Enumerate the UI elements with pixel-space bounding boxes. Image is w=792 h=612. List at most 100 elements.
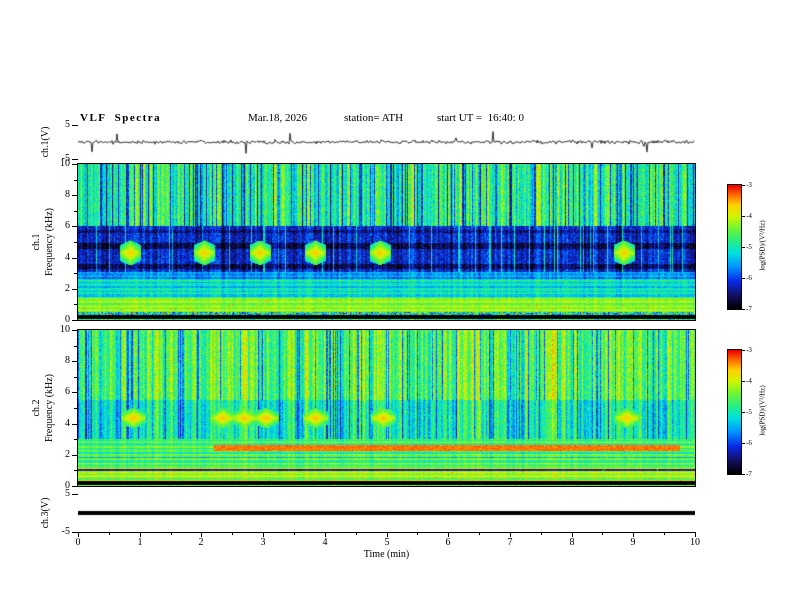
minor-y-tick xyxy=(74,470,78,471)
ch3-waveform-canvas xyxy=(78,494,695,532)
colorbar-tick-label: -7 xyxy=(746,305,752,313)
x-axis-tick xyxy=(572,532,573,537)
ch2-spec-y-tick-label: 0 xyxy=(65,480,70,491)
colorbar-tick-label: -6 xyxy=(746,274,752,282)
ch1-spec-y-tick-label: 10 xyxy=(60,158,70,169)
x-axis-minor-tick xyxy=(541,532,542,535)
x-axis-title: Time (min) xyxy=(363,549,410,560)
x-axis-tick xyxy=(695,532,696,537)
minor-y-tick xyxy=(74,180,78,181)
ch3-wave-y-tick-label: -5 xyxy=(61,526,70,537)
ch2-spec-y-tick xyxy=(72,361,78,362)
ch3-voltage-axis-label: ch.3(V) xyxy=(40,497,51,529)
x-axis-tick xyxy=(325,532,326,537)
ch1-spec-y-tick xyxy=(72,258,78,259)
colorbar-tick xyxy=(741,474,745,475)
colorbar-tick xyxy=(741,443,745,444)
x-axis-minor-tick xyxy=(356,532,357,535)
x-axis-tick-label: 10 xyxy=(690,537,700,548)
colorbar-tick-label: -5 xyxy=(746,408,752,416)
x-axis-tick-label: 8 xyxy=(569,537,575,548)
ch1-spec-y-tick-label: 4 xyxy=(65,252,70,263)
ch1-spec-y-tick xyxy=(72,164,78,165)
x-axis-tick-label: 2 xyxy=(198,537,204,548)
ch1-colorbar-canvas xyxy=(728,185,741,309)
x-axis-minor-tick xyxy=(109,532,110,535)
x-axis-tick xyxy=(633,532,634,537)
colorbar-tick xyxy=(741,247,745,248)
colorbar-tick-label: -5 xyxy=(746,243,752,251)
ch2-spec-y-tick xyxy=(72,330,78,331)
colorbar-tick xyxy=(741,381,745,382)
ch2-spec-y-tick xyxy=(72,455,78,456)
x-axis-tick xyxy=(140,532,141,537)
ch1-spec-y-tick-label: 0 xyxy=(65,314,70,325)
start-ut-label: start UT = 16:40: 0 xyxy=(437,112,524,124)
ch2-spec-y-tick xyxy=(72,486,78,487)
ch2-spectrogram-frame xyxy=(77,329,696,487)
colorbar-tick-label: -3 xyxy=(746,346,752,354)
ch2-spectrogram-canvas xyxy=(78,330,695,486)
ch1-colorbar-frame xyxy=(727,184,742,310)
plot-date: Mar.18, 2026 xyxy=(248,112,307,124)
ch1-spec-y-tick xyxy=(72,226,78,227)
ch3-wave-y-tick xyxy=(72,532,78,533)
x-axis-minor-tick xyxy=(294,532,295,535)
colorbar-tick xyxy=(741,185,745,186)
colorbar-tick-label: -7 xyxy=(746,470,752,478)
plot-title: VLF Spectra xyxy=(80,112,162,124)
ch2-colorbar-frame xyxy=(727,349,742,475)
colorbar-tick-label: -4 xyxy=(746,212,752,220)
ch1-spec-y-tick-label: 6 xyxy=(65,220,70,231)
ch1-spec-y-tick xyxy=(72,320,78,321)
x-axis-tick-label: 9 xyxy=(630,537,636,548)
x-axis-tick-label: 6 xyxy=(445,537,451,548)
x-axis-tick xyxy=(78,532,79,537)
x-axis-tick xyxy=(510,532,511,537)
colorbar-tick-label: -3 xyxy=(746,181,752,189)
ch1-spec-y-tick-label: 2 xyxy=(65,283,70,294)
ch1-spec-y-tick xyxy=(72,195,78,196)
ch2-spec-y-tick-label: 2 xyxy=(65,449,70,460)
ch1-wave-y-tick-label: 5 xyxy=(65,119,70,130)
ch2-spec-y-tick-label: 4 xyxy=(65,418,70,429)
x-axis-tick xyxy=(387,532,388,537)
colorbar-tick-label: -6 xyxy=(746,439,752,447)
ch3-wave-y-tick xyxy=(72,494,78,495)
x-axis-tick-label: 0 xyxy=(75,537,81,548)
ch1-waveform-canvas xyxy=(78,125,695,159)
ch1-spectrogram-frame xyxy=(77,163,696,321)
station-label: station= ATH xyxy=(344,112,404,124)
ch2-spec-y-tick-label: 8 xyxy=(65,355,70,366)
ch1-wave-y-tick xyxy=(72,159,78,160)
minor-y-tick xyxy=(74,346,78,347)
x-axis-tick xyxy=(448,532,449,537)
colorbar-tick-label: -4 xyxy=(746,377,752,385)
colorbar-tick xyxy=(741,412,745,413)
ch1-spectrogram-canvas xyxy=(78,164,695,320)
minor-y-tick xyxy=(74,304,78,305)
ch1-wave-y-tick xyxy=(72,125,78,126)
colorbar-tick xyxy=(741,350,745,351)
minor-y-tick xyxy=(74,408,78,409)
minor-y-tick xyxy=(74,211,78,212)
ch1-spec-y-tick xyxy=(72,289,78,290)
colorbar-tick xyxy=(741,278,745,279)
x-axis-tick-label: 7 xyxy=(507,537,513,548)
ch3-wave-y-tick-label: 5 xyxy=(65,488,70,499)
minor-y-tick xyxy=(74,377,78,378)
x-axis-minor-tick xyxy=(417,532,418,535)
minor-y-tick xyxy=(74,439,78,440)
x-axis-tick-label: 5 xyxy=(384,537,390,548)
x-axis-minor-tick xyxy=(664,532,665,535)
colorbar-tick xyxy=(741,309,745,310)
x-axis-minor-tick xyxy=(479,532,480,535)
minor-y-tick xyxy=(74,242,78,243)
ch2-spec-y-tick xyxy=(72,392,78,393)
x-axis-tick-label: 1 xyxy=(137,537,143,548)
x-axis-tick xyxy=(263,532,264,537)
ch1-spec-y-tick-label: 8 xyxy=(65,189,70,200)
x-axis-minor-tick xyxy=(171,532,172,535)
ch2-spec-y-tick-label: 6 xyxy=(65,386,70,397)
